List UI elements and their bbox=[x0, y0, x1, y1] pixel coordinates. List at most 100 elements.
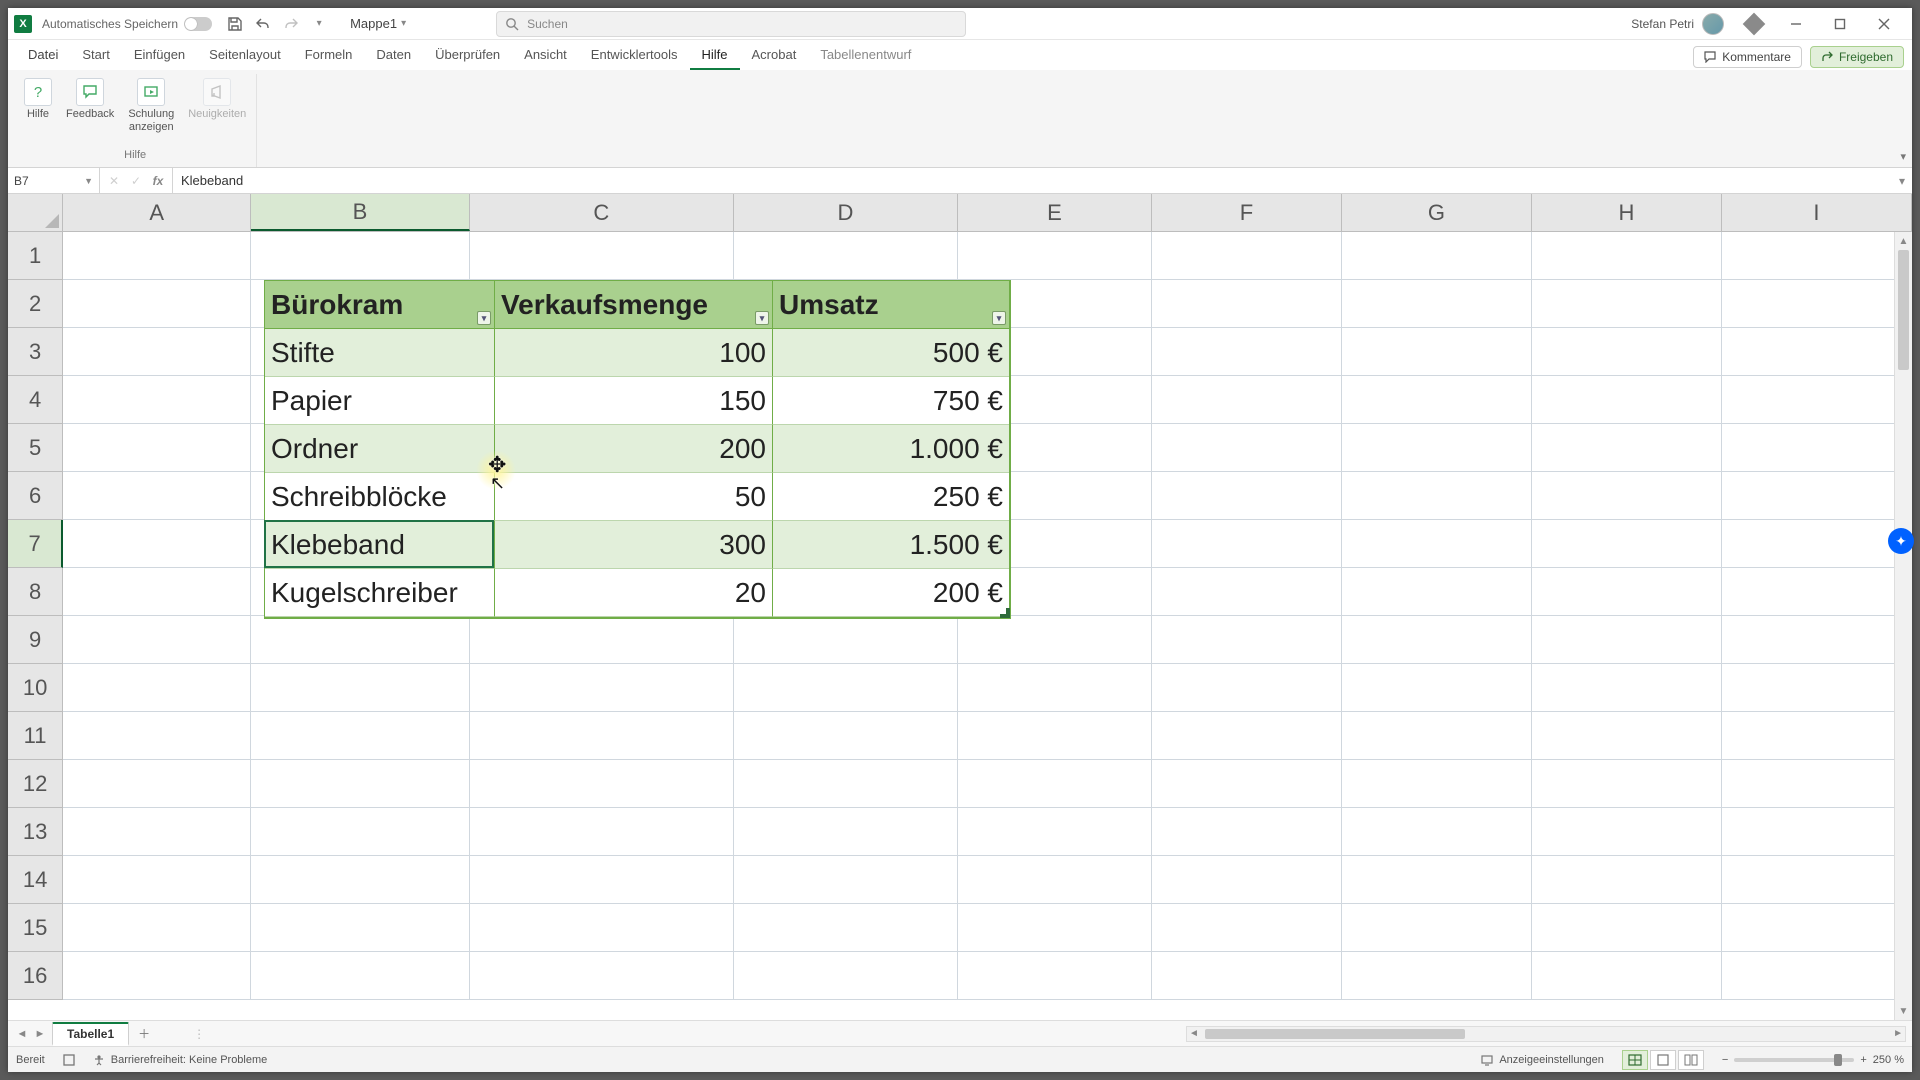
cell-A14[interactable] bbox=[63, 856, 251, 904]
tab-insert[interactable]: Einfügen bbox=[122, 41, 197, 70]
cell-F15[interactable] bbox=[1152, 904, 1342, 952]
view-page-layout-button[interactable] bbox=[1650, 1050, 1676, 1070]
hscroll-left-icon[interactable]: ◄ bbox=[1189, 1028, 1199, 1039]
cell-I11[interactable] bbox=[1722, 712, 1912, 760]
cell-H7[interactable] bbox=[1532, 520, 1722, 568]
cell-D16[interactable] bbox=[734, 952, 958, 1000]
cell-B16[interactable] bbox=[251, 952, 470, 1000]
cell-H8[interactable] bbox=[1532, 568, 1722, 616]
cell-F4[interactable] bbox=[1152, 376, 1342, 424]
cell-H1[interactable] bbox=[1532, 232, 1722, 280]
cell-D11[interactable] bbox=[734, 712, 958, 760]
data-table[interactable]: Bürokram ▾ Verkaufsmenge ▾ Umsatz ▾ Stif… bbox=[264, 280, 1011, 619]
col-header-D[interactable]: D bbox=[734, 194, 958, 231]
cell-I8[interactable] bbox=[1722, 568, 1912, 616]
table-cell-rev[interactable]: 200 € bbox=[773, 569, 1009, 617]
cell-F9[interactable] bbox=[1152, 616, 1342, 664]
save-icon[interactable] bbox=[226, 15, 244, 33]
zoom-in-icon[interactable]: + bbox=[1860, 1054, 1866, 1066]
row-header-3[interactable]: 3 bbox=[8, 328, 63, 376]
cell-C11[interactable] bbox=[470, 712, 734, 760]
cell-H12[interactable] bbox=[1532, 760, 1722, 808]
user-account[interactable]: Stefan Petri bbox=[1631, 13, 1724, 35]
table-cell-name[interactable]: Kugelschreiber bbox=[265, 569, 495, 617]
row-header-10[interactable]: 10 bbox=[8, 664, 63, 712]
search-input[interactable]: Suchen bbox=[496, 11, 966, 37]
cell-G7[interactable] bbox=[1342, 520, 1532, 568]
cell-F3[interactable] bbox=[1152, 328, 1342, 376]
table-cell-name[interactable]: Ordner bbox=[265, 425, 495, 473]
row-header-15[interactable]: 15 bbox=[8, 904, 63, 952]
cell-H15[interactable] bbox=[1532, 904, 1722, 952]
name-box-dropdown-icon[interactable]: ▼ bbox=[84, 176, 93, 186]
cell-F16[interactable] bbox=[1152, 952, 1342, 1000]
cell-H5[interactable] bbox=[1532, 424, 1722, 472]
cell-I10[interactable] bbox=[1722, 664, 1912, 712]
help-button[interactable]: ? Hilfe bbox=[20, 76, 56, 135]
row-header-5[interactable]: 5 bbox=[8, 424, 63, 472]
col-header-C[interactable]: C bbox=[470, 194, 734, 231]
minimize-button[interactable] bbox=[1774, 8, 1818, 40]
cell-H11[interactable] bbox=[1532, 712, 1722, 760]
cell-A16[interactable] bbox=[63, 952, 251, 1000]
cell-E12[interactable] bbox=[958, 760, 1152, 808]
close-button[interactable] bbox=[1862, 8, 1906, 40]
zoom-out-icon[interactable]: − bbox=[1722, 1054, 1728, 1066]
cell-B15[interactable] bbox=[251, 904, 470, 952]
sheet-nav-next-icon[interactable]: ► bbox=[32, 1028, 48, 1040]
horizontal-scrollbar[interactable]: ◄ ► bbox=[1186, 1026, 1906, 1042]
cell-H3[interactable] bbox=[1532, 328, 1722, 376]
autosave-switch-off-icon[interactable] bbox=[184, 17, 212, 31]
table-cell-rev[interactable]: 1.500 € bbox=[773, 521, 1009, 569]
hscroll-thumb[interactable] bbox=[1205, 1029, 1465, 1039]
table-row[interactable]: Papier 150 750 € bbox=[265, 377, 1009, 425]
fx-enter-icon[interactable]: ✓ bbox=[126, 174, 146, 188]
cell-B14[interactable] bbox=[251, 856, 470, 904]
cell-H2[interactable] bbox=[1532, 280, 1722, 328]
row-header-1[interactable]: 1 bbox=[8, 232, 63, 280]
table-cell-qty[interactable]: 150 bbox=[495, 377, 773, 425]
hscroll-right-icon[interactable]: ► bbox=[1893, 1028, 1903, 1039]
cell-D10[interactable] bbox=[734, 664, 958, 712]
cell-D9[interactable] bbox=[734, 616, 958, 664]
filter-icon[interactable]: ▾ bbox=[755, 311, 769, 325]
table-row[interactable]: Stifte 100 500 € bbox=[265, 329, 1009, 377]
tab-page-layout[interactable]: Seitenlayout bbox=[197, 41, 293, 70]
cell-B11[interactable] bbox=[251, 712, 470, 760]
vertical-scrollbar[interactable]: ▲ ▼ bbox=[1894, 232, 1912, 1020]
cell-A4[interactable] bbox=[63, 376, 251, 424]
cell-H10[interactable] bbox=[1532, 664, 1722, 712]
cell-B10[interactable] bbox=[251, 664, 470, 712]
tab-view[interactable]: Ansicht bbox=[512, 41, 579, 70]
cell-E14[interactable] bbox=[958, 856, 1152, 904]
formula-input[interactable]: Klebeband bbox=[173, 173, 1892, 188]
cell-G14[interactable] bbox=[1342, 856, 1532, 904]
table-cell-name[interactable]: Klebeband bbox=[265, 521, 495, 569]
col-header-A[interactable]: A bbox=[63, 194, 251, 231]
filter-icon[interactable]: ▾ bbox=[477, 311, 491, 325]
cell-A9[interactable] bbox=[63, 616, 251, 664]
table-row[interactable]: Schreibblöcke 50 250 € bbox=[265, 473, 1009, 521]
cell-E1[interactable] bbox=[958, 232, 1152, 280]
cell-I15[interactable] bbox=[1722, 904, 1912, 952]
cell-G6[interactable] bbox=[1342, 472, 1532, 520]
tab-help[interactable]: Hilfe bbox=[690, 41, 740, 70]
sheet-nav-prev-icon[interactable]: ◄ bbox=[14, 1028, 30, 1040]
cell-I3[interactable] bbox=[1722, 328, 1912, 376]
table-header-verkaufsmenge[interactable]: Verkaufsmenge ▾ bbox=[495, 281, 773, 329]
tab-file[interactable]: Datei bbox=[16, 41, 70, 70]
cell-D12[interactable] bbox=[734, 760, 958, 808]
col-header-B[interactable]: B bbox=[251, 194, 470, 231]
cell-A7[interactable] bbox=[63, 520, 251, 568]
cell-C10[interactable] bbox=[470, 664, 734, 712]
table-cell-rev[interactable]: 500 € bbox=[773, 329, 1009, 377]
filter-icon[interactable]: ▾ bbox=[992, 311, 1006, 325]
cell-A15[interactable] bbox=[63, 904, 251, 952]
table-cell-qty[interactable]: 100 bbox=[495, 329, 773, 377]
redo-icon[interactable] bbox=[282, 15, 300, 33]
cell-H13[interactable] bbox=[1532, 808, 1722, 856]
cell-E11[interactable] bbox=[958, 712, 1152, 760]
row-header-9[interactable]: 9 bbox=[8, 616, 63, 664]
table-cell-qty[interactable]: 20 bbox=[495, 569, 773, 617]
autosave-toggle[interactable]: Automatisches Speichern bbox=[42, 17, 212, 31]
